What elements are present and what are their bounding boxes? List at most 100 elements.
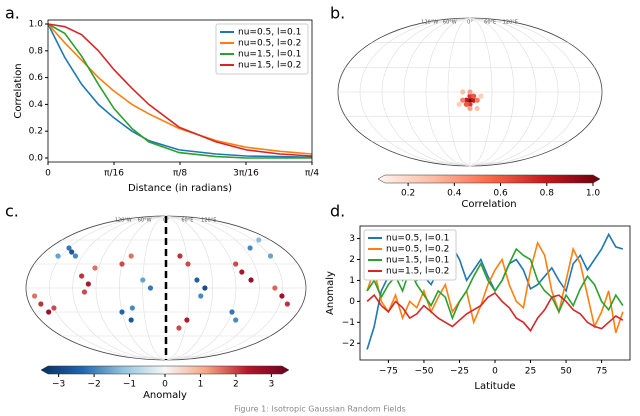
map-point [177,253,183,259]
colorbar-tick-label: −1 [123,380,136,390]
x-tick-label: −75 [379,367,398,377]
map-point [79,273,85,279]
map-point [474,105,480,112]
colorbar [40,365,290,375]
legend-label: nu=0.5, l=0.1 [238,28,301,38]
x-axis-label: Latitude [474,381,515,392]
map-point [474,97,480,103]
map-point [202,285,208,291]
y-tick-label: 0.0 [29,153,44,163]
map-point [279,293,285,299]
colorbar-tick-label: 0.2 [401,189,415,199]
legend-box [363,229,457,281]
map-point [467,101,473,107]
colorbar-tick-label: 0 [162,380,168,390]
legend-label: nu=1.5, l=0.1 [238,50,301,60]
map-point [147,285,154,291]
lon-label: 120°W [421,20,438,26]
map-point [456,101,462,107]
map-point [247,245,253,251]
colorbar-tick-label: 2 [233,380,239,390]
colorbar [377,174,601,184]
map-point [119,261,125,267]
colorbar-tick-label: −2 [87,380,100,390]
y-tick-label: 1.0 [29,20,44,30]
legend-label: nu=0.5, l=0.1 [386,234,449,244]
series-line [47,23,312,159]
legend-box [215,23,309,75]
plot-frame [47,19,313,163]
y-tick-label: 0.2 [29,127,43,137]
y-tick-label: −1 [342,318,355,328]
map-point [92,265,98,271]
legend-label: nu=1.5, l=0.2 [386,267,449,277]
map-point [460,97,466,103]
x-tick-label: π/16 [104,169,124,179]
lon-label: 0° [467,20,473,26]
y-tick-label: 0.6 [29,73,44,83]
colorbar-tick-label: 1 [198,380,204,390]
x-tick-label: 0 [492,367,498,377]
map-point [198,293,204,299]
map-point [256,237,262,243]
legend-label: nu=1.5, l=0.1 [386,256,449,266]
map-point [119,309,125,315]
map-point [471,97,477,103]
colorbar-tick-label: 3 [268,380,274,390]
series-line [47,23,312,155]
map-point [128,253,134,259]
map-point [140,277,146,283]
colorbar-tick-label: 1.0 [586,189,601,199]
y-tick-label: −2 [342,339,355,349]
panel-label: c. [5,202,19,221]
map-point [129,305,135,311]
lon-label: 60°W [443,20,457,26]
x-tick-label: π/4 [305,169,319,179]
y-tick-label: 0.8 [29,46,44,56]
map-point [81,289,88,295]
map-point [184,317,190,323]
lon-label: 60°E [181,218,193,224]
panel-label: d. [330,202,345,221]
x-tick-label: 75 [596,367,607,377]
map-point [467,93,473,99]
y-tick-label: 0 [349,297,355,307]
legend-label: nu=0.5, l=0.2 [238,39,301,49]
x-tick-label: −25 [450,367,469,377]
y-tick-label: 0.4 [29,100,44,110]
y-tick-label: 1 [349,276,355,286]
colorbar-label: Correlation [461,199,516,210]
x-tick-label: π/8 [173,169,187,179]
colorbar-tick-label: 0.4 [447,189,462,199]
map-point [233,317,239,323]
lon-label: 120°E [503,20,518,26]
map-point [467,89,473,95]
y-tick-label: 2 [349,255,355,265]
map-point [66,245,72,251]
x-tick-label: 25 [525,367,536,377]
map-point [267,253,274,259]
x-tick-label: 0 [45,169,51,179]
y-tick-label: 3 [349,234,355,244]
lon-label: 120°E [201,218,216,224]
series-line [366,291,624,333]
colorbar-label: Anomaly [143,390,187,401]
map-point [194,277,200,283]
lon-label: 60°W [138,218,152,224]
map-point [284,301,290,307]
map-point [176,325,182,331]
x-tick-label: −50 [414,367,433,377]
x-tick-label: 3π/16 [233,169,259,179]
map-point [51,305,57,311]
x-axis-label: Distance (in radians) [128,183,232,194]
map-point [463,101,469,107]
series-line [366,240,624,334]
lon-label: 120°W [115,218,132,224]
colorbar-tick-label: 0.6 [493,189,508,199]
map-point [248,277,254,283]
colorbar-tick-label: 0.8 [540,189,555,199]
map-point [460,89,466,95]
panel-label: b. [330,4,345,23]
map-point [185,261,191,267]
panel-label: a. [5,4,20,23]
